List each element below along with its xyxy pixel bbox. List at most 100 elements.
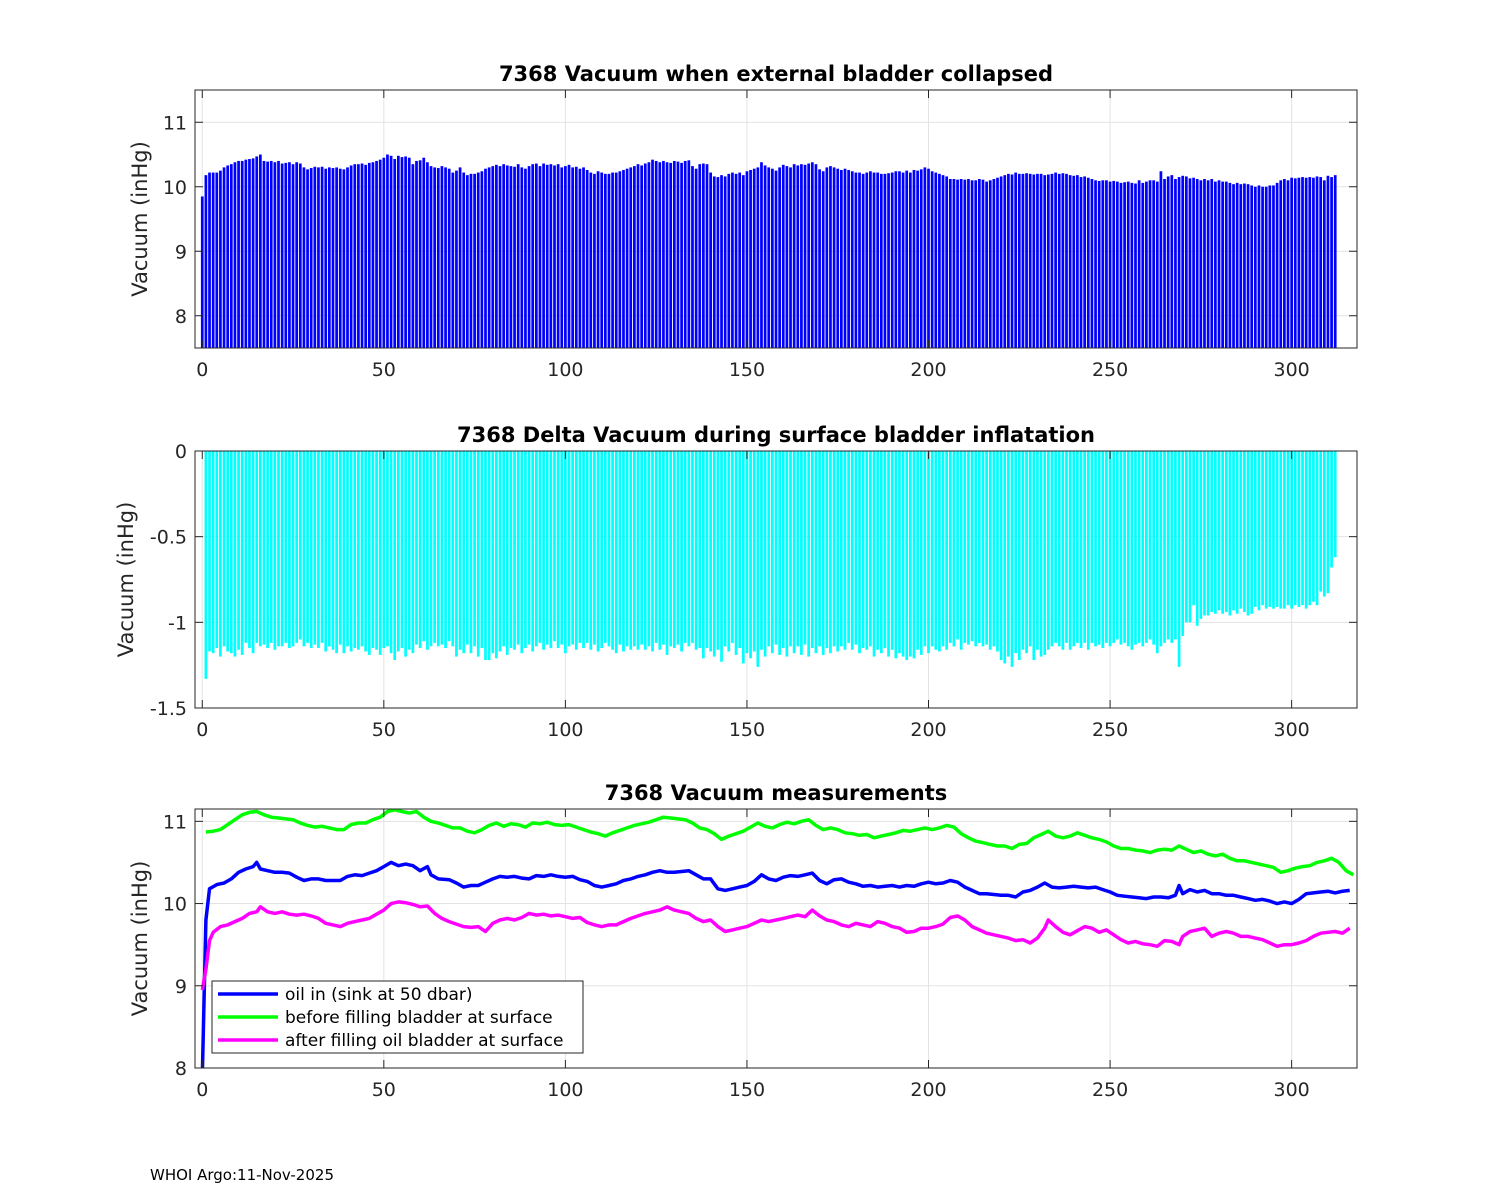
- bar-x54: [396, 451, 400, 652]
- bar-x4: [215, 172, 219, 348]
- bar-x1: [204, 175, 208, 348]
- bar-x217: [988, 180, 992, 348]
- bar-x186: [876, 172, 880, 348]
- bar-x289: [1250, 185, 1254, 348]
- y-axis-label: Vacuum (inHg): [128, 861, 152, 1017]
- bar-x128: [665, 451, 669, 655]
- bar-x146: [731, 451, 734, 643]
- bar-x277: [1206, 451, 1210, 616]
- bar-x172: [825, 167, 829, 348]
- bar-x68: [447, 451, 451, 642]
- axes-box: [194, 89, 1358, 349]
- bar-x67: [444, 167, 447, 348]
- bar-x110: [600, 451, 604, 649]
- bar-x8: [229, 164, 233, 348]
- bar-x265: [1163, 179, 1166, 348]
- bar-x111: [603, 173, 607, 348]
- bar-x188: [883, 173, 887, 348]
- bar-x273: [1192, 451, 1195, 606]
- bar-x312: [1333, 451, 1337, 558]
- bar-x51: [386, 451, 389, 647]
- bar-x158: [774, 451, 778, 645]
- bar-x100: [564, 166, 567, 348]
- bar-x305: [1308, 177, 1312, 348]
- bar-x270: [1181, 451, 1185, 637]
- bar-x199: [923, 451, 927, 647]
- bar-x201: [930, 451, 934, 647]
- bar-x272: [1188, 451, 1192, 623]
- bar-x28: [302, 451, 306, 647]
- x-tick-label: 100: [547, 359, 583, 381]
- bar-x0: [200, 196, 204, 348]
- bar-x242: [1079, 177, 1083, 348]
- bar-x73: [465, 175, 469, 348]
- bar-x169: [814, 164, 818, 348]
- bar-x295: [1272, 185, 1275, 348]
- bar-x140: [709, 451, 712, 652]
- bar-x302: [1297, 451, 1301, 607]
- bar-x308: [1319, 177, 1323, 348]
- bar-x178: [847, 169, 850, 348]
- bar-x307: [1315, 176, 1319, 348]
- bar-x257: [1134, 183, 1137, 348]
- bar-x301: [1293, 178, 1297, 348]
- bar-x249: [1105, 180, 1108, 348]
- bar-x164: [796, 451, 800, 647]
- bar-x97: [553, 165, 556, 348]
- bar-x79: [487, 167, 491, 348]
- bar-x293: [1264, 451, 1268, 609]
- chart-panel-3: 0 50 100 150 200 250 300 8 9 10 11 7368 Vacuum meas…: [128, 781, 1358, 1101]
- bar-x299: [1286, 180, 1290, 348]
- bar-x31: [313, 166, 317, 348]
- bar-x215: [981, 451, 985, 647]
- bar-x68: [447, 168, 451, 348]
- bar-x33: [320, 166, 324, 348]
- bar-x288: [1246, 451, 1250, 616]
- bar-x160: [781, 164, 785, 348]
- bar-x104: [578, 168, 582, 348]
- bar-x182: [861, 173, 865, 348]
- bar-x103: [574, 451, 578, 650]
- bar-x263: [1155, 181, 1159, 348]
- bar-x150: [745, 451, 749, 654]
- bar-x181: [858, 451, 861, 654]
- bar-x79: [487, 451, 491, 661]
- bar-x120: [636, 451, 640, 650]
- bar-x283: [1228, 182, 1232, 348]
- bar-x236: [1057, 451, 1061, 647]
- y-tick-label: 8: [175, 306, 187, 328]
- bar-x103: [574, 166, 578, 348]
- bar-x207: [952, 179, 956, 348]
- footer-stamp: WHOI Argo:11-Nov-2025: [150, 1166, 334, 1184]
- bar-x126: [658, 162, 662, 348]
- bar-x296: [1275, 182, 1279, 348]
- bar-x41: [349, 451, 353, 652]
- legend: oil in (sink at 50 dbar) before filling b…: [211, 980, 584, 1054]
- bar-x266: [1166, 176, 1170, 348]
- bar-x121: [640, 451, 644, 645]
- bar-x160: [781, 451, 785, 649]
- bar-x39: [342, 451, 346, 654]
- bar-x274: [1195, 451, 1199, 626]
- bar-x240: [1072, 175, 1076, 348]
- bar-x244: [1086, 451, 1090, 650]
- bar-x17: [262, 160, 266, 348]
- bar-x15: [255, 451, 259, 643]
- bar-x144: [723, 451, 727, 647]
- bar-x63: [429, 166, 433, 348]
- bar-x93: [538, 451, 542, 643]
- bar-x189: [887, 451, 890, 657]
- bar-x48: [375, 160, 378, 348]
- bar-x240: [1072, 451, 1076, 647]
- bar-x30: [309, 451, 313, 649]
- bar-x25: [291, 451, 295, 647]
- bar-x11: [240, 160, 244, 348]
- bar-x166: [803, 164, 807, 348]
- bar-x210: [963, 451, 967, 643]
- bar-x164: [796, 165, 800, 348]
- x-tick-label: 200: [910, 359, 946, 381]
- bar-x29: [306, 451, 309, 643]
- bar-x118: [629, 167, 633, 348]
- bar-x277: [1206, 180, 1210, 348]
- bar-x3: [211, 172, 215, 348]
